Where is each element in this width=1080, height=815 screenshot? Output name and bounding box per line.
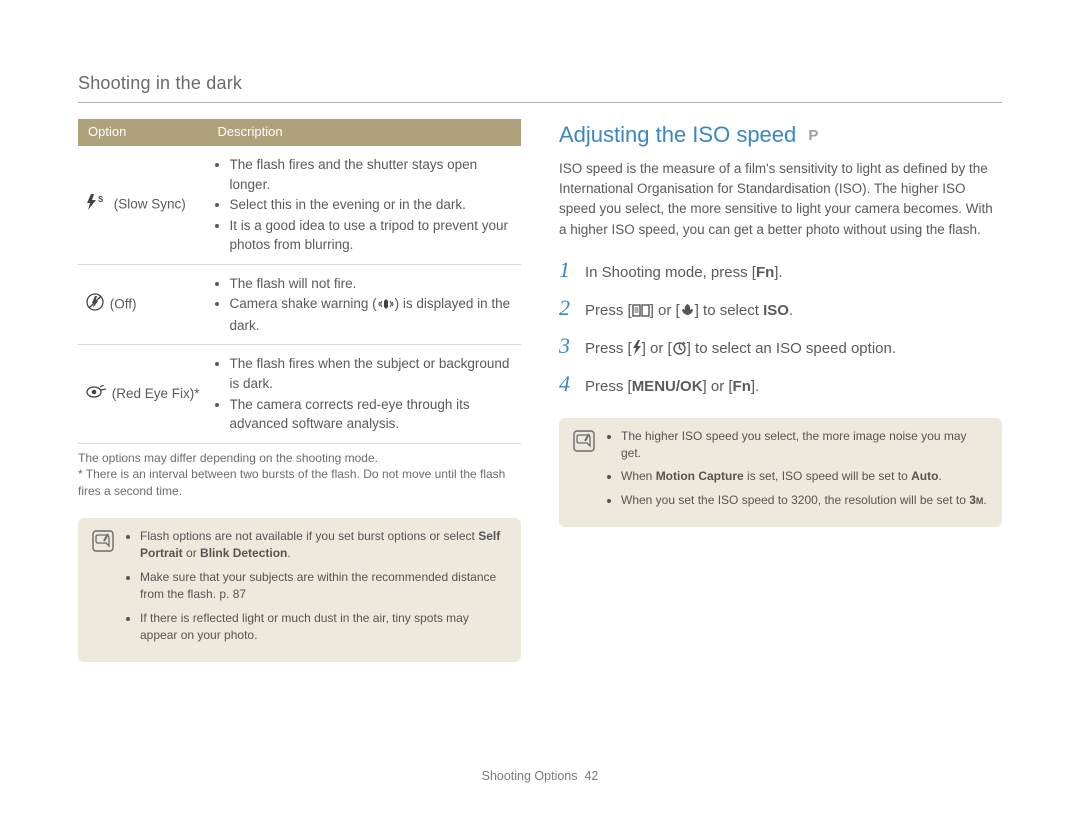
- red-eye-fix-icon: [86, 385, 106, 405]
- note-item: When Motion Capture is set, ISO speed wi…: [621, 468, 988, 485]
- left-column: Option Description S (Slow Sync): [78, 119, 521, 662]
- flash-off-icon: [86, 293, 104, 317]
- note-item: If there is reflected light or much dust…: [140, 610, 507, 645]
- section-heading: Adjusting the ISO speed P: [559, 119, 1002, 151]
- footnote: The options may differ depending on the …: [78, 450, 521, 467]
- right-note-box: The higher ISO speed you select, the mor…: [559, 418, 1002, 528]
- heading-text: Adjusting the ISO speed: [559, 122, 796, 147]
- description-cell: The flash will not fire. Camera shake wa…: [208, 264, 521, 345]
- step-number: 3: [559, 330, 585, 362]
- option-label: (Off): [106, 296, 137, 311]
- left-note-box: Flash options are not available if you s…: [78, 518, 521, 662]
- bullet: Select this in the evening or in the dar…: [230, 195, 513, 215]
- step: 2 Press [] or [] to select ISO.: [559, 292, 1002, 324]
- mode-indicator: P: [808, 127, 818, 144]
- footer-page-number: 42: [584, 769, 598, 783]
- table-row: (Off) The flash will not fire. Camera sh…: [78, 264, 521, 345]
- page-footer: Shooting Options 42: [0, 767, 1080, 785]
- step-number: 1: [559, 254, 585, 286]
- macro-icon: [680, 302, 695, 324]
- table-header-option: Option: [78, 119, 208, 146]
- flash-icon: [632, 340, 642, 362]
- description-cell: The flash fires when the subject or back…: [208, 345, 521, 443]
- description-cell: The flash fires and the shutter stays op…: [208, 146, 521, 264]
- step: 4 Press [MENU/OK] or [Fn].: [559, 368, 1002, 400]
- footer-section: Shooting Options: [482, 769, 578, 783]
- note-icon: [92, 530, 114, 650]
- note-item: When you set the ISO speed to 3200, the …: [621, 492, 988, 509]
- right-column: Adjusting the ISO speed P ISO speed is t…: [559, 119, 1002, 662]
- option-cell-off: (Off): [78, 264, 208, 345]
- timer-icon: [672, 340, 687, 362]
- footnotes: The options may differ depending on the …: [78, 450, 521, 500]
- option-label: (Slow Sync): [110, 196, 186, 211]
- bullet: The flash fires when the subject or back…: [230, 354, 513, 393]
- bullet: It is a good idea to use a tripod to pre…: [230, 216, 513, 255]
- section-body: ISO speed is the measure of a film's sen…: [559, 159, 1002, 240]
- table-header-description: Description: [208, 119, 521, 146]
- step-text: In Shooting mode, press [Fn].: [585, 262, 783, 284]
- option-cell-redeye: (Red Eye Fix)*: [78, 345, 208, 443]
- note-icon: [573, 430, 595, 516]
- shake-warning-icon: [377, 296, 395, 316]
- option-label: (Red Eye Fix)*: [108, 386, 200, 401]
- bullet: Camera shake warning () is displayed in …: [230, 294, 513, 335]
- table-row: S (Slow Sync) The flash fires and the sh…: [78, 146, 521, 264]
- note-item: Make sure that your subjects are within …: [140, 569, 507, 604]
- step-number: 4: [559, 368, 585, 400]
- svg-text:S: S: [98, 195, 104, 204]
- step-number: 2: [559, 292, 585, 324]
- page-title: Shooting in the dark: [78, 70, 1002, 103]
- note-item: The higher ISO speed you select, the mor…: [621, 428, 988, 463]
- note-list: The higher ISO speed you select, the mor…: [605, 428, 988, 516]
- bullet: The camera corrects red-eye through its …: [230, 395, 513, 434]
- step-text: Press [MENU/OK] or [Fn].: [585, 376, 759, 398]
- step: 3 Press [] or [] to select an ISO speed …: [559, 330, 1002, 362]
- step: 1 In Shooting mode, press [Fn].: [559, 254, 1002, 286]
- bullet: The flash will not fire.: [230, 274, 513, 294]
- step-text: Press [] or [] to select ISO.: [585, 300, 793, 324]
- footnote: * There is an interval between two burst…: [78, 466, 521, 500]
- two-column-layout: Option Description S (Slow Sync): [78, 119, 1002, 662]
- note-item: Flash options are not available if you s…: [140, 528, 507, 563]
- bullet: The flash fires and the shutter stays op…: [230, 155, 513, 194]
- option-cell-slow-sync: S (Slow Sync): [78, 146, 208, 264]
- steps-list: 1 In Shooting mode, press [Fn]. 2 Press …: [559, 254, 1002, 400]
- page: Shooting in the dark Option Description …: [0, 0, 1080, 662]
- table-row: (Red Eye Fix)* The flash fires when the …: [78, 345, 521, 443]
- disp-icon: [632, 302, 650, 324]
- step-text: Press [] or [] to select an ISO speed op…: [585, 338, 896, 362]
- options-table: Option Description S (Slow Sync): [78, 119, 521, 444]
- note-list: Flash options are not available if you s…: [124, 528, 507, 650]
- slow-sync-icon: S: [86, 194, 108, 216]
